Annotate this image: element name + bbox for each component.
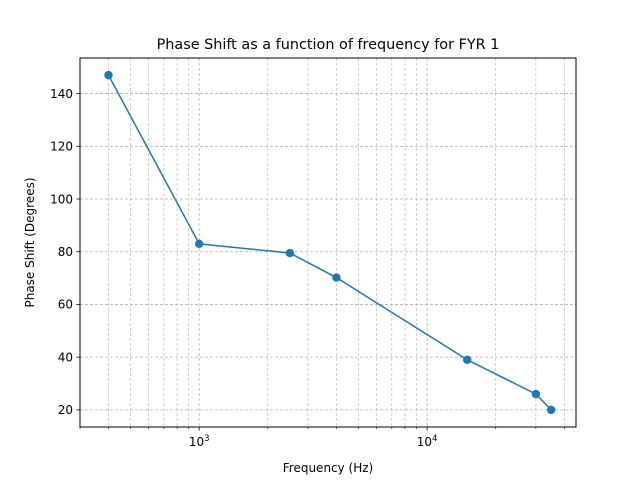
y-tick-label: 140 [50, 87, 73, 101]
x-tick-label: 104 [417, 434, 438, 449]
data-point [194, 239, 204, 249]
series-line [107, 74, 552, 411]
y-tick-label: 20 [58, 403, 73, 417]
x-axis-label: Frequency (Hz) [283, 461, 374, 475]
y-tick-label: 60 [58, 298, 73, 312]
data-point [531, 389, 541, 399]
y-tick-label: 120 [50, 140, 73, 154]
grid [79, 58, 576, 427]
y-tick-label: 80 [58, 245, 73, 259]
plot-area-frame [79, 57, 577, 428]
axis-ticks: 20 40 60 80 100 120 140 103 104 [50, 87, 565, 449]
data-point [104, 70, 113, 80]
data-point [332, 273, 341, 282]
data-point [285, 248, 295, 258]
plot-series [104, 70, 556, 415]
y-tick-label: 100 [50, 192, 73, 206]
x-tick-label: 103 [189, 434, 210, 449]
chart-title: Phase Shift as a function of frequency f… [157, 37, 500, 53]
data-point [546, 405, 556, 415]
y-tick-label: 40 [58, 350, 73, 364]
y-axis-label: Phase Shift (Degrees) [23, 177, 37, 307]
data-point [463, 355, 472, 364]
